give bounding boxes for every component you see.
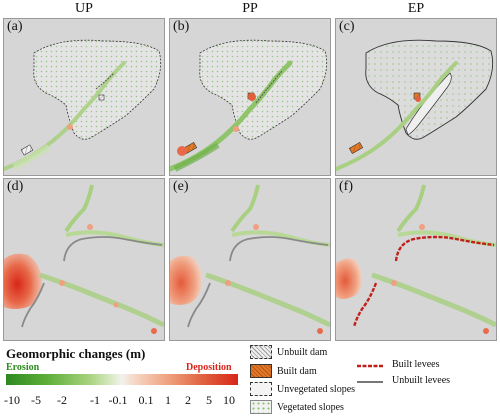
colorbar <box>6 374 238 385</box>
built-dam-c-1 <box>348 141 364 155</box>
map-a-graphic <box>4 39 162 171</box>
deposition-label: Deposition <box>186 362 232 373</box>
unbuilt-levee-e-2 <box>187 282 211 328</box>
map-b-graphic <box>170 39 328 172</box>
deposition-fan-d <box>4 253 42 309</box>
channel-e-main <box>205 272 330 328</box>
map-panel-f: (f) <box>335 178 497 341</box>
built-levees-swatch <box>357 364 383 368</box>
channel-c <box>336 61 458 171</box>
unbuilt-levee-a <box>95 72 115 90</box>
map-d-graphic <box>4 184 164 334</box>
unbuilt-levee-b <box>255 70 283 104</box>
tick-label: 1 <box>165 393 171 407</box>
erosion-label: Erosion <box>6 362 40 373</box>
built-levee-f-1 <box>394 235 495 262</box>
map-f-graphic <box>336 184 496 334</box>
map-panel-e: (e) <box>169 178 331 341</box>
column-header-pp: PP <box>242 1 258 16</box>
unbuilt-dam-a <box>20 144 34 156</box>
deposition-fan-e <box>170 255 202 305</box>
tick-label: 10 <box>223 393 235 407</box>
panel-label-b: (b) <box>173 19 190 34</box>
catchment-unvegetated-a <box>33 39 162 140</box>
tick-label: -5 <box>31 393 41 407</box>
unbuilt-levee-e-1 <box>229 236 329 262</box>
panel-label-c: (c) <box>339 19 355 34</box>
tick-label: 5 <box>206 393 212 407</box>
channel-f-main <box>371 272 496 328</box>
tick-label: -2 <box>57 393 67 407</box>
map-panel-c: (c) <box>335 18 497 176</box>
unbuilt-dam-label: Unbuilt dam <box>277 347 328 358</box>
unbuilt-levee-d-1 <box>63 236 163 262</box>
tick-label: -10 <box>4 393 20 407</box>
built-dam-swatch <box>250 364 272 378</box>
legend-title: Geomorphic changes (m) <box>6 346 146 361</box>
channel-d-main <box>39 272 164 328</box>
tick-label: -0.1 <box>108 393 128 407</box>
built-levee-f-2 <box>352 282 378 328</box>
unvegetated-slopes-label: Unvegetated slopes <box>277 384 356 395</box>
unbuilt-levee-d-2 <box>21 282 45 328</box>
column-header-ep: EP <box>407 1 425 16</box>
panel-label-d: (d) <box>7 179 24 194</box>
channel-f-upper <box>396 184 426 233</box>
catchment-vegetated-c <box>365 39 494 140</box>
channel-e-upper <box>230 184 260 233</box>
unvegetated-slopes-swatch <box>250 382 272 396</box>
panel-label-a: (a) <box>7 19 23 34</box>
built-dam-label: Built dam <box>277 366 317 377</box>
panel-label-e: (e) <box>173 179 189 194</box>
map-panel-a: (a) <box>3 18 165 176</box>
unbuilt-dam-swatch <box>250 345 272 359</box>
channel-d-upper <box>64 184 94 233</box>
map-panel-b: (b) <box>169 18 331 176</box>
catchment-unvegetated-b <box>199 39 328 140</box>
column-header-up: UP <box>75 1 93 16</box>
unbuilt-levees-swatch <box>357 381 383 383</box>
built-levees-label: Built levees <box>392 359 440 370</box>
vegetated-slopes-swatch <box>250 400 272 414</box>
tick-label: 0.1 <box>138 393 154 407</box>
map-e-graphic <box>170 184 330 334</box>
tick-label: 2 <box>185 393 191 407</box>
unbuilt-levees-label: Unbuilt levees <box>392 375 451 386</box>
deposition-fan-f <box>336 258 362 299</box>
map-c-graphic <box>336 39 494 171</box>
tick-label: -1 <box>90 393 100 407</box>
map-panel-d: (d) <box>3 178 165 341</box>
vegetated-slopes-label: Vegetated slopes <box>277 402 344 413</box>
panel-label-f: (f) <box>339 179 353 194</box>
